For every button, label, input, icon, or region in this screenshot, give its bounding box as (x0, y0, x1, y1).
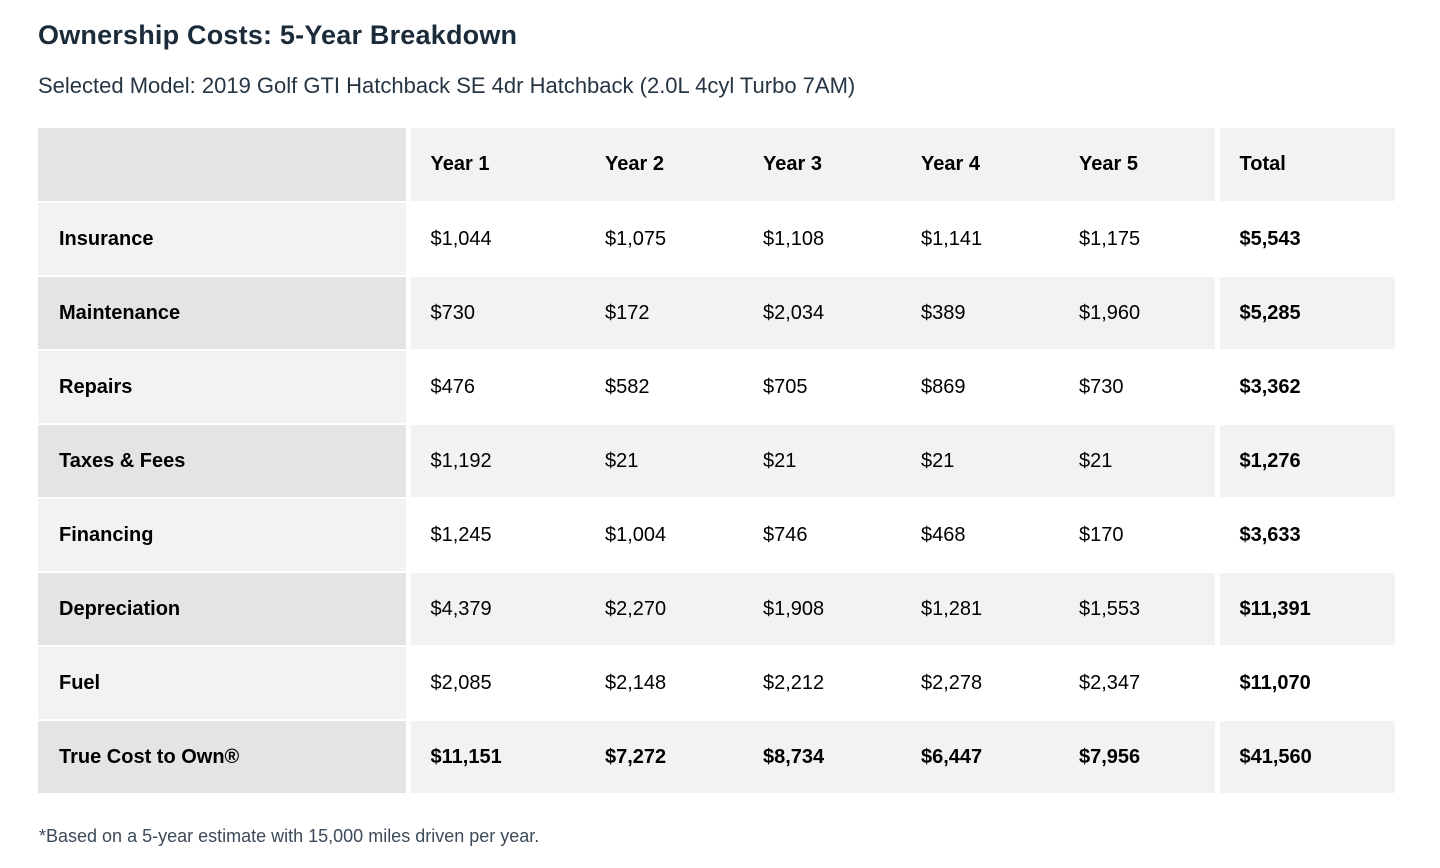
cost-cell: $1,192 (408, 424, 585, 499)
cost-cell: $1,044 (408, 202, 585, 277)
cost-cell: $1,281 (901, 572, 1059, 647)
cost-cell: $1,108 (743, 202, 901, 277)
page-title: Ownership Costs: 5-Year Breakdown (38, 20, 518, 50)
table-header-row: Year 1 Year 2 Year 3 Year 4 Year 5 Total (38, 128, 1395, 203)
cost-cell: $1,175 (1059, 202, 1220, 277)
cost-cell: $11,151 (408, 720, 585, 795)
cost-cell: $7,956 (1059, 720, 1220, 795)
total-cell: $3,362 (1217, 350, 1395, 425)
row-label: Depreciation (38, 572, 411, 647)
cost-cell: $2,034 (743, 276, 901, 351)
table-row: True Cost to Own® $11,151 $7,272 $8,734 $6,4… (38, 720, 1395, 795)
total-cell: $1,276 (1217, 424, 1395, 499)
cost-cell: $7,272 (585, 720, 743, 795)
cost-cell: $170 (1059, 498, 1220, 573)
header-cell-year3: Year 3 (743, 128, 901, 203)
header-cell-year5: Year 5 (1059, 128, 1220, 203)
cost-cell: $730 (1059, 350, 1220, 425)
footnote: *Based on a 5-year estimate with 15,000 … (39, 826, 540, 846)
cost-cell: $21 (901, 424, 1059, 499)
cost-cell: $2,085 (408, 646, 585, 721)
cost-cell: $746 (743, 498, 901, 573)
cost-cell: $869 (901, 350, 1059, 425)
table-row: Fuel $2,085 $2,148 $2,212 $2,278 $2,347 $11,07… (38, 646, 1395, 721)
cost-cell: $6,447 (901, 720, 1059, 795)
cost-cell: $1,960 (1059, 276, 1220, 351)
row-label: Fuel (38, 646, 411, 721)
cost-cell: $21 (1059, 424, 1220, 499)
ownership-costs-page: Ownership Costs: 5-Year Breakdown Select… (38, 20, 1395, 846)
cost-cell: $1,245 (408, 498, 585, 573)
cost-cell: $1,553 (1059, 572, 1220, 647)
cost-cell: $2,278 (901, 646, 1059, 721)
total-cell: $5,543 (1217, 202, 1395, 277)
header-cell-year4: Year 4 (901, 128, 1059, 203)
cost-cell: $705 (743, 350, 901, 425)
ownership-costs-table: Year 1 Year 2 Year 3 Year 4 Year 5 Total Insu… (38, 128, 1395, 795)
row-label: Repairs (38, 350, 411, 425)
cost-cell: $1,075 (585, 202, 743, 277)
total-cell: $11,070 (1217, 646, 1395, 721)
cost-cell: $2,347 (1059, 646, 1220, 721)
cost-cell: $2,148 (585, 646, 743, 721)
total-cell: $11,391 (1217, 572, 1395, 647)
row-label: True Cost to Own® (38, 720, 411, 795)
cost-cell: $4,379 (408, 572, 585, 647)
cost-cell: $389 (901, 276, 1059, 351)
total-cell: $3,633 (1217, 498, 1395, 573)
table-body: Insurance $1,044 $1,075 $1,108 $1,141 $1,175 $… (38, 202, 1395, 795)
table-row: Taxes & Fees $1,192 $21 $21 $21 $21 $1,276 (38, 424, 1395, 499)
row-label: Financing (38, 498, 411, 573)
selected-model-subtitle: Selected Model: 2019 Golf GTI Hatchback … (38, 73, 856, 98)
cost-cell: $172 (585, 276, 743, 351)
total-cell: $5,285 (1217, 276, 1395, 351)
table-row: Insurance $1,044 $1,075 $1,108 $1,141 $1,175 $… (38, 202, 1395, 277)
cost-cell: $730 (408, 276, 585, 351)
header-cell-total: Total (1217, 128, 1395, 203)
header-cell-year2: Year 2 (585, 128, 743, 203)
cost-cell: $21 (743, 424, 901, 499)
header-cell-blank (38, 128, 411, 203)
total-cell: $41,560 (1217, 720, 1395, 795)
cost-cell: $476 (408, 350, 585, 425)
row-label: Insurance (38, 202, 411, 277)
costs-table: Year 1 Year 2 Year 3 Year 4 Year 5 Total Insu… (38, 128, 1395, 795)
cost-cell: $1,908 (743, 572, 901, 647)
header-cell-year1: Year 1 (408, 128, 585, 203)
row-label: Maintenance (38, 276, 411, 351)
cost-cell: $1,004 (585, 498, 743, 573)
cost-cell: $582 (585, 350, 743, 425)
cost-cell: $21 (585, 424, 743, 499)
cost-cell: $8,734 (743, 720, 901, 795)
row-label: Taxes & Fees (38, 424, 411, 499)
cost-cell: $2,270 (585, 572, 743, 647)
table-row: Repairs $476 $582 $705 $869 $730 $3,362 (38, 350, 1395, 425)
cost-cell: $468 (901, 498, 1059, 573)
table-row: Maintenance $730 $172 $2,034 $389 $1,960 $5,28… (38, 276, 1395, 351)
cost-cell: $1,141 (901, 202, 1059, 277)
table-row: Financing $1,245 $1,004 $746 $468 $170 $3,633 (38, 498, 1395, 573)
table-row: Depreciation $4,379 $2,270 $1,908 $1,281 $1,5… (38, 572, 1395, 647)
cost-cell: $2,212 (743, 646, 901, 721)
